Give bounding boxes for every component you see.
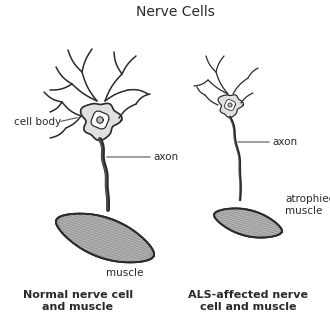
Text: ALS-affected nerve
cell and muscle: ALS-affected nerve cell and muscle <box>188 290 308 312</box>
Text: cell body: cell body <box>14 117 61 127</box>
Polygon shape <box>218 95 244 117</box>
Polygon shape <box>81 103 122 140</box>
Polygon shape <box>214 208 282 237</box>
Text: atrophied
muscle: atrophied muscle <box>285 194 330 216</box>
Text: muscle: muscle <box>106 268 144 278</box>
Text: Nerve Cells: Nerve Cells <box>136 5 214 19</box>
Polygon shape <box>56 214 154 262</box>
Text: axon: axon <box>272 137 297 147</box>
Polygon shape <box>91 111 109 129</box>
Text: axon: axon <box>153 152 178 162</box>
Polygon shape <box>224 100 236 110</box>
Polygon shape <box>228 103 232 107</box>
Text: Normal nerve cell
and muscle: Normal nerve cell and muscle <box>23 290 133 312</box>
Polygon shape <box>97 117 103 123</box>
